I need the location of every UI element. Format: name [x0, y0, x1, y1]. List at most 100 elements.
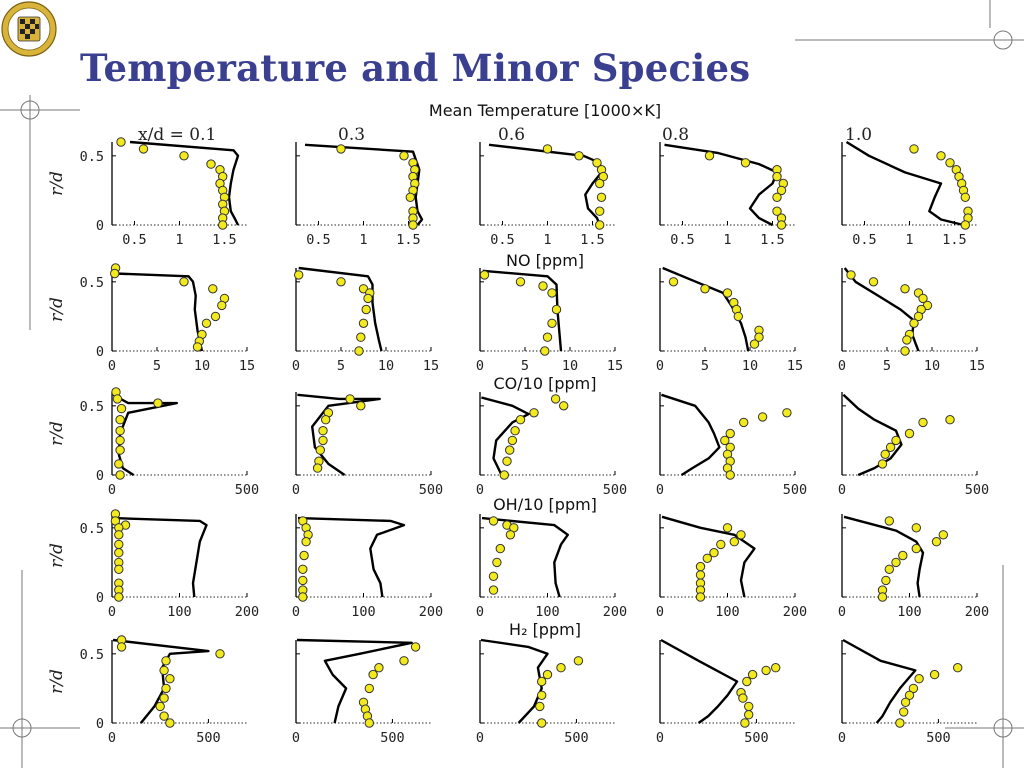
data-point — [595, 206, 605, 216]
x-tick-label: 200 — [235, 604, 259, 620]
data-point — [399, 656, 409, 666]
data-point — [595, 178, 605, 189]
data-point — [904, 428, 915, 439]
model-curve — [298, 266, 383, 352]
data-point — [301, 537, 311, 547]
data-point — [953, 663, 963, 673]
data-point — [542, 144, 553, 154]
data-point — [312, 463, 323, 473]
data-point — [884, 516, 894, 526]
x-tick-label: 100 — [897, 604, 921, 620]
y-tick-label: 0.5 — [80, 149, 104, 165]
data-point — [908, 683, 919, 694]
data-point — [885, 442, 896, 452]
model-curve — [129, 140, 240, 226]
data-point — [321, 415, 331, 425]
data-point — [559, 401, 569, 411]
x-tick-label: 500 — [965, 482, 989, 498]
column-header: 0.3 — [338, 125, 365, 145]
x-tick-label: 15 — [787, 358, 803, 374]
data-point — [356, 332, 366, 342]
data-point — [408, 220, 418, 230]
data-point — [900, 284, 910, 294]
x-tick-label: 0 — [838, 730, 846, 746]
data-point — [733, 311, 743, 322]
data-point — [114, 530, 124, 540]
panel-r1-c2: 0.5 1 1.5 0.3 — [295, 125, 431, 248]
data-point — [595, 220, 605, 230]
data-point — [725, 428, 735, 439]
x-tick-label: 200 — [965, 604, 989, 620]
data-point — [159, 711, 169, 721]
data-point — [772, 171, 782, 182]
data-point — [298, 564, 308, 574]
data-point — [179, 277, 189, 287]
data-point — [201, 318, 212, 328]
data-point — [749, 339, 760, 349]
data-point — [298, 575, 308, 586]
data-point — [215, 649, 225, 659]
model-curve — [297, 393, 381, 476]
x-tick-label: 200 — [603, 604, 627, 620]
x-tick-label: 10 — [194, 358, 210, 374]
data-point — [505, 530, 516, 540]
x-tick-label: 1 — [359, 232, 367, 248]
x-tick-label: 500 — [564, 730, 588, 746]
y-tick-label: 0 — [96, 468, 104, 484]
data-point — [846, 270, 856, 280]
x-tick-label: 200 — [783, 604, 807, 620]
data-point — [505, 445, 515, 455]
x-tick-label: 0 — [656, 482, 664, 498]
x-tick-label: 0 — [292, 730, 300, 746]
x-tick-label: 500 — [744, 730, 768, 746]
x-tick-label: 0 — [476, 358, 484, 374]
data-point — [722, 523, 733, 533]
data-point — [668, 277, 679, 287]
data-point — [115, 445, 125, 455]
y-tick-label: 0.5 — [80, 399, 104, 415]
data-point — [116, 137, 126, 147]
x-tick-label: 0 — [108, 482, 116, 498]
data-point — [729, 537, 739, 547]
data-point — [909, 318, 919, 328]
x-tick-label: 500 — [926, 730, 950, 746]
x-tick-label: 0 — [838, 482, 846, 498]
x-tick-label: 200 — [419, 604, 443, 620]
data-point — [877, 459, 888, 469]
x-tick-label: 15 — [607, 358, 623, 374]
data-point — [542, 669, 553, 680]
data-point — [179, 151, 189, 161]
data-point — [744, 710, 754, 720]
data-point — [368, 669, 378, 680]
data-point — [918, 417, 928, 428]
data-point — [116, 403, 127, 414]
data-point — [909, 144, 919, 154]
data-point — [881, 575, 891, 586]
panel-r2-c2: 0 5 10 15 — [292, 266, 439, 374]
data-point — [702, 553, 712, 563]
data-point — [556, 663, 566, 673]
data-point — [298, 592, 308, 602]
data-point — [573, 656, 584, 666]
data-point — [740, 158, 751, 168]
data-point — [895, 718, 905, 728]
x-tick-label: 1.5 — [396, 232, 420, 248]
data-point — [900, 697, 911, 707]
panel-r1-c1: 0 0.5 0.5 1 1.5 x/d = 0.1 — [80, 125, 247, 248]
data-point — [165, 718, 175, 728]
data-point — [695, 570, 706, 580]
x-tick-label: 0.5 — [490, 232, 514, 248]
data-point — [542, 332, 553, 342]
model-curve — [113, 516, 208, 598]
slide-title: Temperature and Minor Species — [80, 46, 751, 90]
data-point — [945, 158, 955, 168]
panel-r3-c2: 0 500 — [292, 392, 443, 498]
panel-r4-c2: 0 100 200 — [292, 514, 443, 620]
data-point — [902, 335, 912, 345]
data-point — [159, 665, 169, 676]
data-point — [336, 144, 346, 154]
data-point — [931, 537, 942, 547]
data-point — [217, 300, 227, 311]
panel-r3-c3: 0 500 — [476, 392, 627, 498]
x-tick-label: 15 — [969, 358, 985, 374]
